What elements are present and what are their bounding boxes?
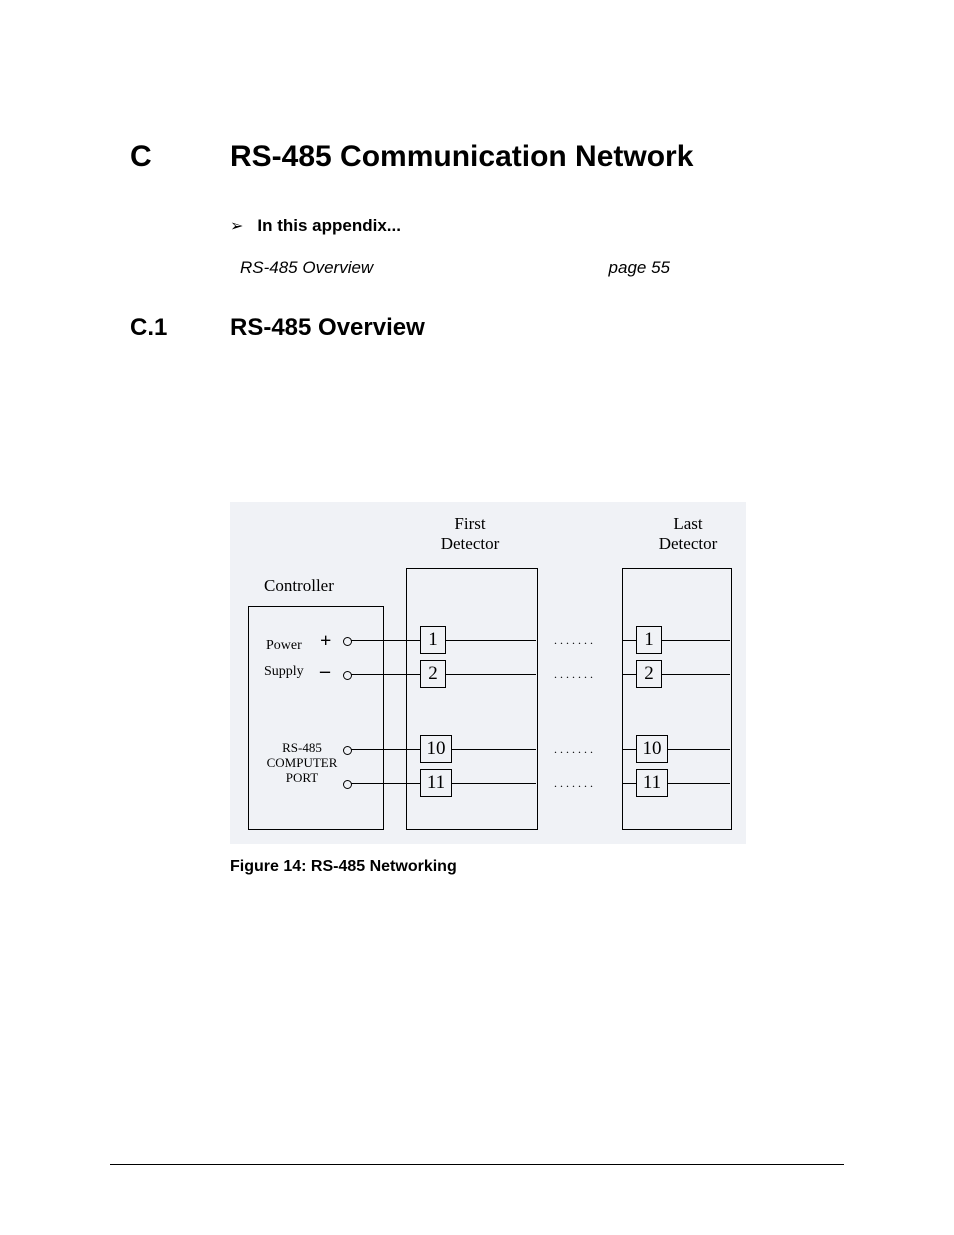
section-heading-row: C.1 RS-485 Overview: [130, 314, 844, 342]
wire-1: [351, 640, 420, 641]
dots-2: .......: [554, 667, 596, 682]
heading-row: C RS-485 Communication Network: [130, 140, 844, 174]
label-supply: Supply: [264, 664, 304, 680]
label-last: Last: [673, 514, 702, 533]
wire-2: [351, 674, 420, 675]
wire-2c: [622, 674, 636, 675]
wire-1b: [445, 640, 536, 641]
section-number: C.1: [130, 314, 230, 342]
wire-11b: [451, 783, 536, 784]
label-power: Power: [266, 638, 302, 654]
wire-1c: [622, 640, 636, 641]
arrow-icon: ➢: [230, 216, 243, 236]
wire-2b: [445, 674, 536, 675]
in-this-text: In this appendix...: [257, 216, 401, 236]
dots-11: .......: [554, 776, 596, 791]
wire-10b: [451, 749, 536, 750]
appendix-letter: C: [130, 140, 230, 174]
port-rs485-a: [343, 746, 352, 755]
wire-2d: [661, 674, 730, 675]
label-first-detector: First Detector: [430, 514, 510, 553]
toc-page: page 55: [609, 258, 670, 278]
label-last-detector: Last Detector: [648, 514, 728, 553]
wire-10d: [667, 749, 730, 750]
label-first: First: [454, 514, 485, 533]
dots-10: .......: [554, 742, 596, 757]
last-term-2: 2: [636, 660, 662, 688]
wire-10c: [622, 749, 636, 750]
label-rs485: RS-485: [282, 740, 322, 755]
label-controller: Controller: [264, 576, 334, 596]
label-port: PORT: [286, 770, 318, 785]
port-minus: [343, 671, 352, 680]
figure-wrap: First Detector Last Detector Controller …: [230, 502, 844, 876]
label-computer: COMPUTER: [267, 755, 338, 770]
dots-1: .......: [554, 633, 596, 648]
toc-row: RS-485 Overview page 55: [240, 258, 670, 278]
label-detector-2: Detector: [659, 534, 718, 553]
figure-caption: Figure 14: RS-485 Networking: [230, 858, 844, 876]
last-term-11: 11: [636, 769, 668, 797]
first-term-1: 1: [420, 626, 446, 654]
section-title: RS-485 Overview: [230, 314, 425, 342]
label-minus: –: [320, 660, 330, 683]
first-term-2: 2: [420, 660, 446, 688]
first-term-11: 11: [420, 769, 452, 797]
rs485-diagram: First Detector Last Detector Controller …: [230, 502, 746, 844]
wire-11: [351, 783, 420, 784]
port-rs485-b: [343, 780, 352, 789]
wire-1d: [661, 640, 730, 641]
appendix-title: RS-485 Communication Network: [230, 140, 693, 174]
document-page: C RS-485 Communication Network ➢ In this…: [0, 0, 954, 1235]
port-plus: [343, 637, 352, 646]
wire-11d: [667, 783, 730, 784]
last-term-10: 10: [636, 735, 668, 763]
label-rs485-port: RS-485 COMPUTER PORT: [266, 741, 338, 786]
last-term-1: 1: [636, 626, 662, 654]
label-plus: +: [320, 630, 331, 653]
first-term-10: 10: [420, 735, 452, 763]
label-detector-1: Detector: [441, 534, 500, 553]
footer-rule: [110, 1164, 844, 1165]
wire-11c: [622, 783, 636, 784]
in-this-appendix: ➢ In this appendix...: [230, 216, 844, 236]
wire-10: [351, 749, 420, 750]
toc-item: RS-485 Overview: [240, 258, 373, 278]
